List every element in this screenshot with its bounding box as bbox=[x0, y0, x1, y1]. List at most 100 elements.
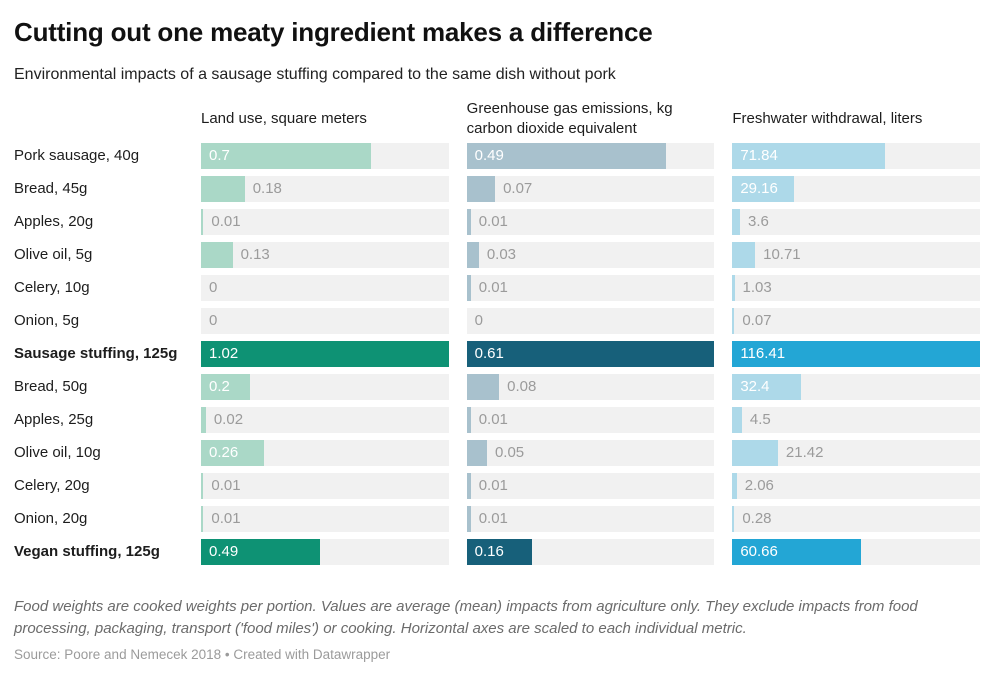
bar-value-label: 10.71 bbox=[763, 246, 801, 264]
bar-value-label: 71.84 bbox=[740, 147, 778, 165]
bar-track: 3.6 bbox=[732, 209, 980, 236]
bar-value-label: 2.06 bbox=[744, 477, 774, 495]
bar bbox=[466, 143, 666, 170]
bar bbox=[732, 143, 886, 170]
bar-rows: Pork sausage, 40g 0.7 0.49 71.84 Bread, … bbox=[14, 143, 980, 566]
bar-track: 0.49 bbox=[466, 143, 715, 170]
bar bbox=[466, 506, 471, 533]
bar-track: 2.06 bbox=[732, 473, 980, 500]
bar bbox=[201, 473, 204, 500]
bar-value-label: 0.02 bbox=[213, 411, 244, 429]
bar-track: 0.28 bbox=[732, 506, 980, 533]
bar-track: 0.61 bbox=[466, 341, 715, 368]
bar-track: 1.03 bbox=[732, 275, 980, 302]
chart-container: Cutting out one meaty ingredient makes a… bbox=[14, 17, 980, 663]
bar-track: 0.01 bbox=[201, 473, 449, 500]
bar-value-label: 0.01 bbox=[211, 477, 241, 495]
bar-value-label: 0.08 bbox=[507, 378, 537, 396]
bar-track: 0.49 bbox=[201, 539, 449, 566]
bar-track: 0.07 bbox=[732, 308, 980, 335]
row-label: Onion, 5g bbox=[14, 312, 80, 330]
table-row: Onion, 20g 0.01 0.01 0.28 bbox=[14, 506, 980, 533]
chart-source: Source: Poore and Nemecek 2018 • Created… bbox=[14, 647, 391, 663]
bar-value-label: 0.13 bbox=[240, 246, 270, 264]
bar-track: 0.01 bbox=[466, 506, 715, 533]
bar-value-label: 4.5 bbox=[749, 411, 771, 429]
row-label: Sausage stuffing, 125g bbox=[14, 345, 178, 363]
bar-track: 0.01 bbox=[201, 209, 449, 236]
bar-value-label: 1.02 bbox=[209, 345, 239, 363]
bar bbox=[732, 209, 740, 236]
row-label: Pork sausage, 40g bbox=[14, 147, 140, 165]
bar bbox=[732, 407, 742, 434]
chart-subtitle: Environmental impacts of a sausage stuff… bbox=[14, 66, 616, 84]
bar-track: 60.66 bbox=[732, 539, 980, 566]
bar-track: 10.71 bbox=[732, 242, 980, 269]
row-label: Olive oil, 5g bbox=[14, 246, 93, 264]
bar-track: 71.84 bbox=[732, 143, 980, 170]
bar-track: 0.01 bbox=[466, 473, 715, 500]
bar bbox=[466, 275, 471, 302]
bar bbox=[732, 506, 735, 533]
bar-track: 0.16 bbox=[466, 539, 715, 566]
bar-track: 0.07 bbox=[466, 176, 715, 203]
bar-value-label: 0.01 bbox=[478, 279, 508, 297]
page-title: Cutting out one meaty ingredient makes a… bbox=[14, 17, 653, 47]
bar bbox=[466, 539, 532, 566]
bar-track: 0.13 bbox=[201, 242, 449, 269]
bar bbox=[201, 407, 206, 434]
bar-value-label: 60.66 bbox=[740, 543, 778, 561]
bar-value-label: 0.01 bbox=[211, 510, 241, 528]
bar bbox=[466, 440, 487, 467]
bar bbox=[466, 242, 479, 269]
bar-value-label: 0.26 bbox=[209, 444, 239, 462]
row-label: Apples, 25g bbox=[14, 411, 94, 429]
bar bbox=[201, 539, 320, 566]
table-row: Bread, 45g 0.18 0.07 29.16 bbox=[14, 176, 980, 203]
table-row: Celery, 10g 0 0.01 1.03 bbox=[14, 275, 980, 302]
bar-value-label: 0.01 bbox=[478, 477, 508, 495]
bar-value-label: 32.4 bbox=[740, 378, 770, 396]
row-label: Celery, 10g bbox=[14, 279, 90, 297]
bar-track: 0.7 bbox=[201, 143, 449, 170]
chart-notes: Food weights are cooked weights per port… bbox=[14, 598, 918, 638]
bar bbox=[201, 143, 371, 170]
table-row: Apples, 25g 0.02 0.01 4.5 bbox=[14, 407, 980, 434]
row-label: Celery, 20g bbox=[14, 477, 90, 495]
row-label: Olive oil, 10g bbox=[14, 444, 101, 462]
bar bbox=[466, 209, 471, 236]
bar bbox=[201, 440, 265, 467]
bar bbox=[732, 341, 980, 368]
bar-value-label: 0.07 bbox=[742, 312, 772, 330]
bar-track: 116.41 bbox=[732, 341, 980, 368]
bar bbox=[201, 341, 449, 368]
row-label: Bread, 45g bbox=[14, 180, 88, 198]
bar-track: 0.01 bbox=[201, 506, 449, 533]
table-row: Vegan stuffing, 125g 0.49 0.16 60.66 bbox=[14, 539, 980, 566]
bar-value-label: 0.07 bbox=[503, 180, 533, 198]
bar bbox=[732, 473, 737, 500]
bar-track: 0.01 bbox=[466, 407, 715, 434]
bar-track: 0 bbox=[201, 275, 449, 302]
table-row: Olive oil, 10g 0.26 0.05 21.42 bbox=[14, 440, 980, 467]
bar bbox=[466, 341, 715, 368]
bar bbox=[466, 473, 471, 500]
bar bbox=[201, 176, 245, 203]
bar bbox=[466, 374, 500, 401]
bar-value-label: 0.18 bbox=[252, 180, 282, 198]
row-label: Vegan stuffing, 125g bbox=[14, 543, 160, 561]
bar bbox=[732, 440, 778, 467]
bar-value-label: 116.41 bbox=[740, 345, 786, 363]
bar bbox=[732, 176, 795, 203]
bar-track: 4.5 bbox=[732, 407, 980, 434]
bar-value-label: 0.03 bbox=[486, 246, 517, 264]
bar-value-label: 0.7 bbox=[209, 147, 230, 165]
bar-track: 32.4 bbox=[732, 374, 980, 401]
table-row: Celery, 20g 0.01 0.01 2.06 bbox=[14, 473, 980, 500]
table-row: Sausage stuffing, 125g 1.02 0.61 116.41 bbox=[14, 341, 980, 368]
bar-value-label: 0 bbox=[209, 312, 218, 330]
row-label: Apples, 20g bbox=[14, 213, 94, 231]
bar-track: 0.05 bbox=[466, 440, 715, 467]
bar-value-label: 1.03 bbox=[742, 279, 772, 297]
bar-track: 0.03 bbox=[466, 242, 715, 269]
